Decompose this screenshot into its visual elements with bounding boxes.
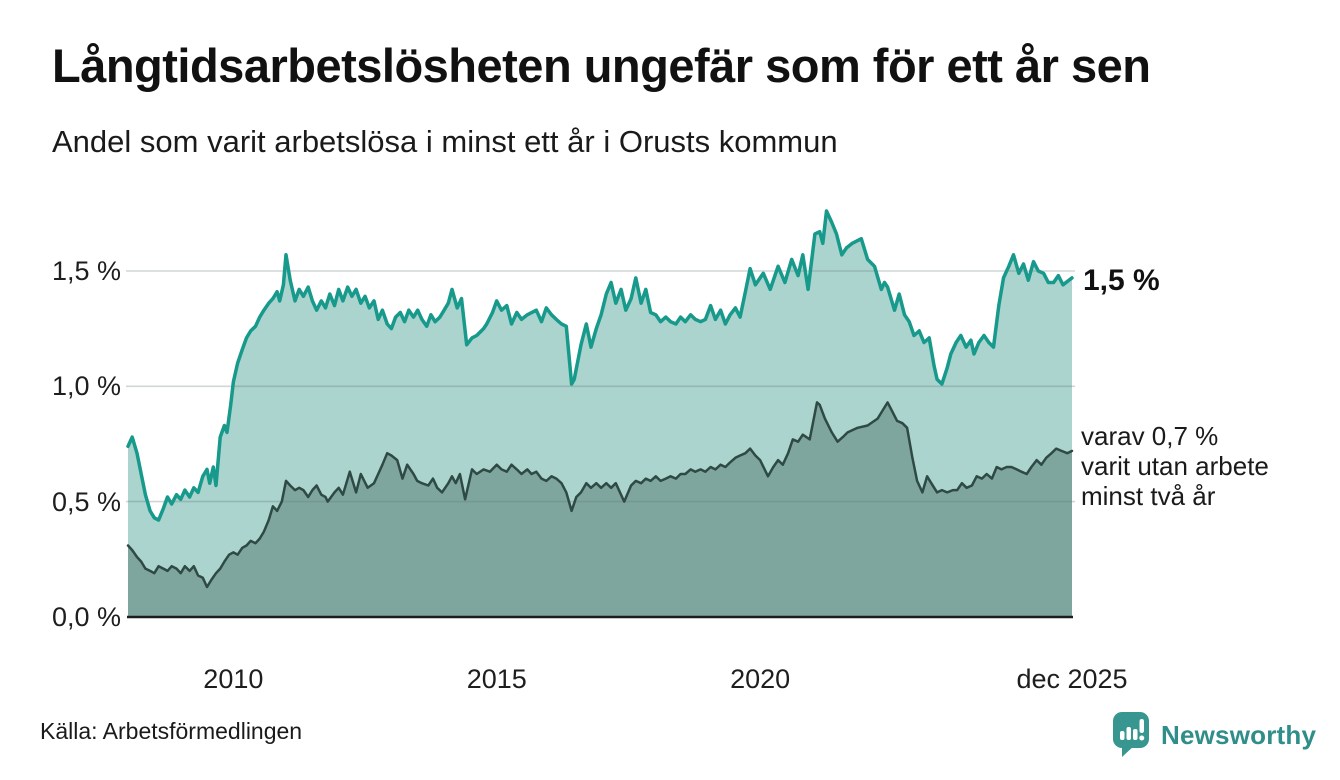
- y-axis-label: 1,5 %: [51, 255, 121, 286]
- annotation-line: varit utan arbete: [1081, 451, 1269, 481]
- y-axis-label: 0,0 %: [51, 602, 121, 632]
- series-annotation: varav 0,7 % varit utan arbete minst två …: [1081, 421, 1269, 511]
- page-title: Långtidsarbetslösheten ungefär som för e…: [52, 39, 1151, 92]
- series-line: [126, 401, 1074, 589]
- annotation-line: varav 0,7 %: [1081, 421, 1219, 451]
- source-credit: Källa: Arbetsförmedlingen: [40, 718, 303, 744]
- y-axis-label: 1,0 %: [51, 371, 121, 402]
- newsworthy-logo-text: Newsworthy: [1161, 719, 1317, 750]
- newsworthy-logo-icon: [1113, 712, 1149, 757]
- y-axis-label: 0,5 %: [51, 486, 121, 517]
- series-area-fill: [128, 402, 1072, 617]
- series-end-value-label: 1,5 %: [1083, 264, 1160, 297]
- x-axis-label: 2015: [466, 664, 527, 694]
- x-axis-label: 2020: [730, 664, 791, 694]
- x-axis-label: 2010: [203, 664, 264, 694]
- series-line: [126, 209, 1074, 522]
- chart-subtitle: Andel som varit arbetslösa i minst ett å…: [52, 124, 838, 159]
- newsworthy-logo: Newsworthy: [1112, 710, 1322, 760]
- annotation-line: minst två år: [1081, 481, 1216, 511]
- x-axis-label: dec 2025: [1016, 664, 1128, 694]
